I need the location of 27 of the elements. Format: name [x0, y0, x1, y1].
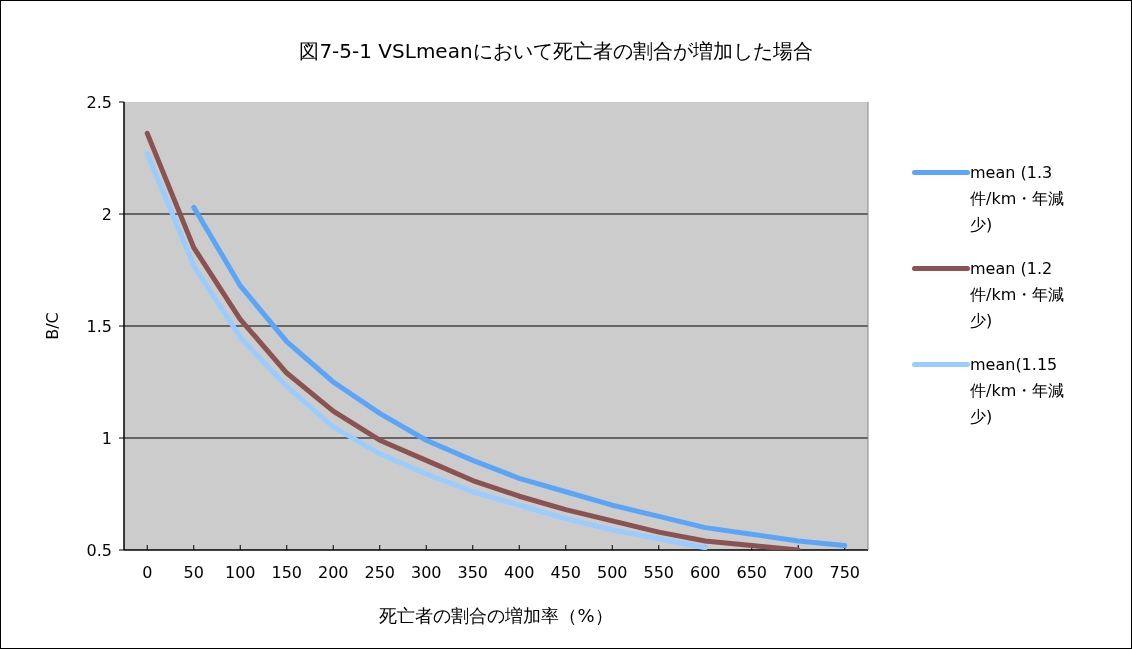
y-tick-label: 0.5 [86, 541, 112, 560]
y-tick-label: 1 [101, 429, 112, 448]
chart-title: 図7-5-1 VSLmeanにおいて死亡者の割合が増加した場合 [299, 39, 813, 63]
x-tick-label: 250 [364, 563, 396, 582]
x-tick-label: 150 [271, 563, 303, 582]
x-tick-label: 400 [503, 563, 535, 582]
y-tick-label: 2 [101, 205, 112, 224]
x-tick-label: 450 [550, 563, 582, 582]
x-tick-label: 100 [224, 563, 256, 582]
legend-label: mean(1.15件/km・年減少) [970, 354, 1066, 428]
x-tick-label: 600 [689, 563, 721, 582]
x-tick-label: 50 [183, 563, 204, 582]
x-tick-label: 200 [317, 563, 349, 582]
x-tick-label: 650 [736, 563, 768, 582]
x-tick-label: 300 [410, 563, 442, 582]
y-tick-label: 2.5 [86, 93, 112, 112]
x-tick-label: 550 [643, 563, 675, 582]
x-tick-label: 500 [596, 563, 628, 582]
x-tick-label: 700 [782, 563, 814, 582]
x-tick-label: 350 [457, 563, 489, 582]
y-tick-label: 1.5 [86, 317, 112, 336]
x-tick-label: 750 [829, 563, 861, 582]
legend-label: mean (1.2件/km・年減少) [970, 258, 1066, 332]
legend-label: mean (1.3件/km・年減少) [970, 162, 1066, 236]
x-axis-title: 死亡者の割合の増加率（%） [379, 605, 613, 626]
x-tick-label: 0 [142, 563, 153, 582]
y-axis-title: B/C [43, 312, 62, 340]
